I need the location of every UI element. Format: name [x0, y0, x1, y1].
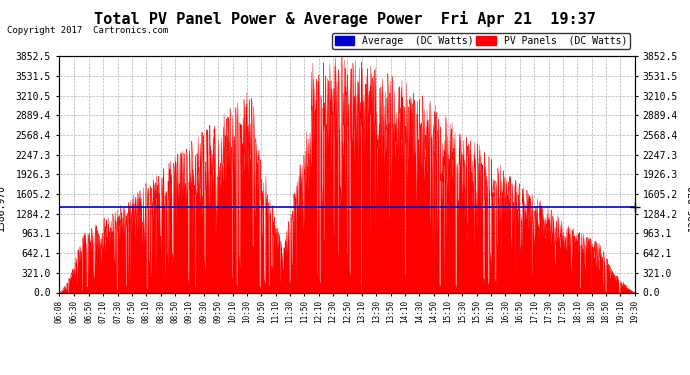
Text: Total PV Panel Power & Average Power  Fri Apr 21  19:37: Total PV Panel Power & Average Power Fri…	[94, 11, 596, 27]
Text: 1386.970: 1386.970	[687, 184, 690, 231]
Text: 1386.970: 1386.970	[0, 184, 6, 231]
Legend: Average  (DC Watts), PV Panels  (DC Watts): Average (DC Watts), PV Panels (DC Watts)	[332, 33, 630, 49]
Text: Copyright 2017  Cartronics.com: Copyright 2017 Cartronics.com	[7, 26, 168, 35]
